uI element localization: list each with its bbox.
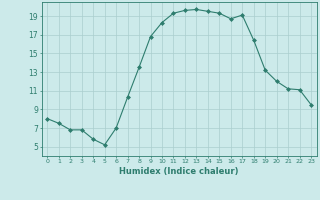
X-axis label: Humidex (Indice chaleur): Humidex (Indice chaleur): [119, 167, 239, 176]
